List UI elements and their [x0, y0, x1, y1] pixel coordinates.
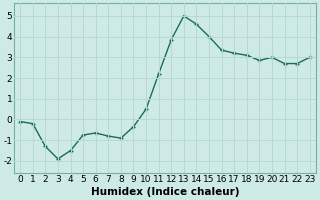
X-axis label: Humidex (Indice chaleur): Humidex (Indice chaleur)	[91, 187, 239, 197]
